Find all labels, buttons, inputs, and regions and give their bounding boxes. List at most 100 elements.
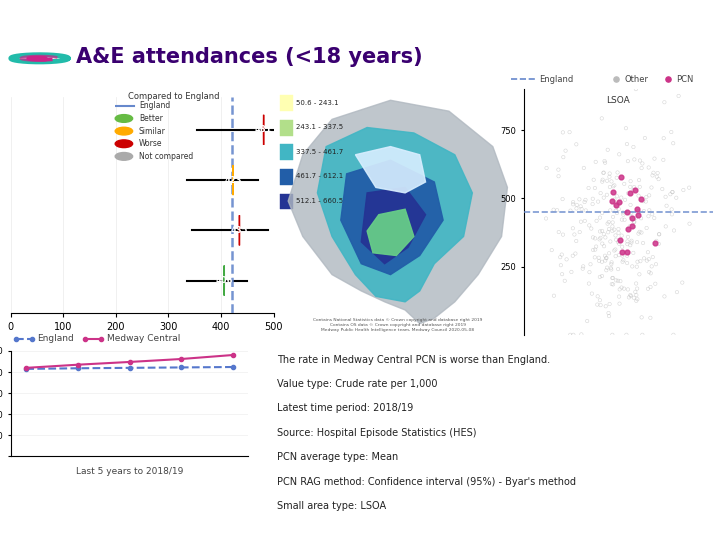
Point [612,276,624,285]
Point [626,222,638,231]
Point [613,251,625,259]
Point [587,200,598,208]
Point [606,274,618,282]
Point [630,279,642,288]
Point [595,189,606,198]
Point [647,210,658,219]
Point [629,185,641,194]
Point [640,197,652,206]
Point [642,285,654,293]
Point [567,198,579,206]
Point [615,198,626,207]
Point [610,206,621,215]
Point [564,128,575,137]
Point [598,168,609,177]
Point [644,191,655,200]
Point [616,251,628,260]
Text: PCN: PCN [677,75,694,84]
Point [631,238,643,246]
Point [628,248,639,257]
Point [607,227,618,235]
Point [613,205,624,213]
Text: PCN average type: Mean: PCN average type: Mean [277,452,398,462]
Point [610,231,621,240]
Point [643,255,654,264]
Point [559,276,570,285]
Point [613,299,625,308]
Point [603,228,614,237]
Point [650,260,662,268]
Point [601,177,613,185]
Point [595,301,606,309]
Text: The rate in Medway Central PCN is worse than England.: The rate in Medway Central PCN is worse … [277,355,550,365]
Point [636,164,647,172]
Point [553,228,564,237]
Point [600,233,611,242]
Point [618,256,629,265]
Point [582,184,594,192]
Point [606,197,618,205]
Point [614,285,626,294]
Point [651,237,662,245]
Point [540,214,552,223]
Point [556,250,567,259]
Point [644,283,656,292]
Point [583,279,595,288]
Point [653,175,665,184]
Point [570,140,582,149]
Point [634,227,645,236]
Text: Medway Central: Medway Central [107,334,180,343]
Point [633,191,644,200]
Point [633,207,644,215]
Point [623,293,634,302]
Point [621,208,632,217]
Point [593,256,605,265]
Point [631,295,643,303]
Text: 406: 406 [215,276,233,285]
Point [615,277,626,286]
Point [579,198,590,206]
Point [604,183,616,191]
Point [641,193,652,201]
Text: 461.7 - 612.1: 461.7 - 612.1 [297,173,343,179]
Point [605,237,616,246]
Point [608,188,619,197]
Point [585,260,596,268]
Point [677,278,688,287]
Polygon shape [288,100,508,323]
Point [605,264,616,272]
Polygon shape [341,160,443,275]
Point [592,292,603,301]
Point [667,139,679,147]
Point [621,237,633,246]
Point [625,177,636,186]
Point [641,256,652,265]
Point [611,173,623,182]
Point [541,164,552,172]
Point [672,92,684,100]
Point [579,217,590,225]
Point [649,154,660,163]
Point [621,248,633,256]
Point [626,262,638,271]
Point [611,192,623,201]
Point [606,177,617,186]
Point [596,272,608,280]
Point [629,287,641,296]
Point [667,188,678,197]
Point [631,296,642,305]
Point [616,215,628,224]
Point [607,274,618,282]
Point [617,208,629,217]
Polygon shape [356,146,426,193]
Point [647,253,659,261]
Point [566,268,577,276]
Point [594,235,606,244]
Point [634,156,646,165]
Point [596,209,608,218]
Polygon shape [367,209,414,255]
Point [639,254,650,262]
Point [546,246,557,254]
Point [628,143,639,151]
Polygon shape [318,127,472,302]
